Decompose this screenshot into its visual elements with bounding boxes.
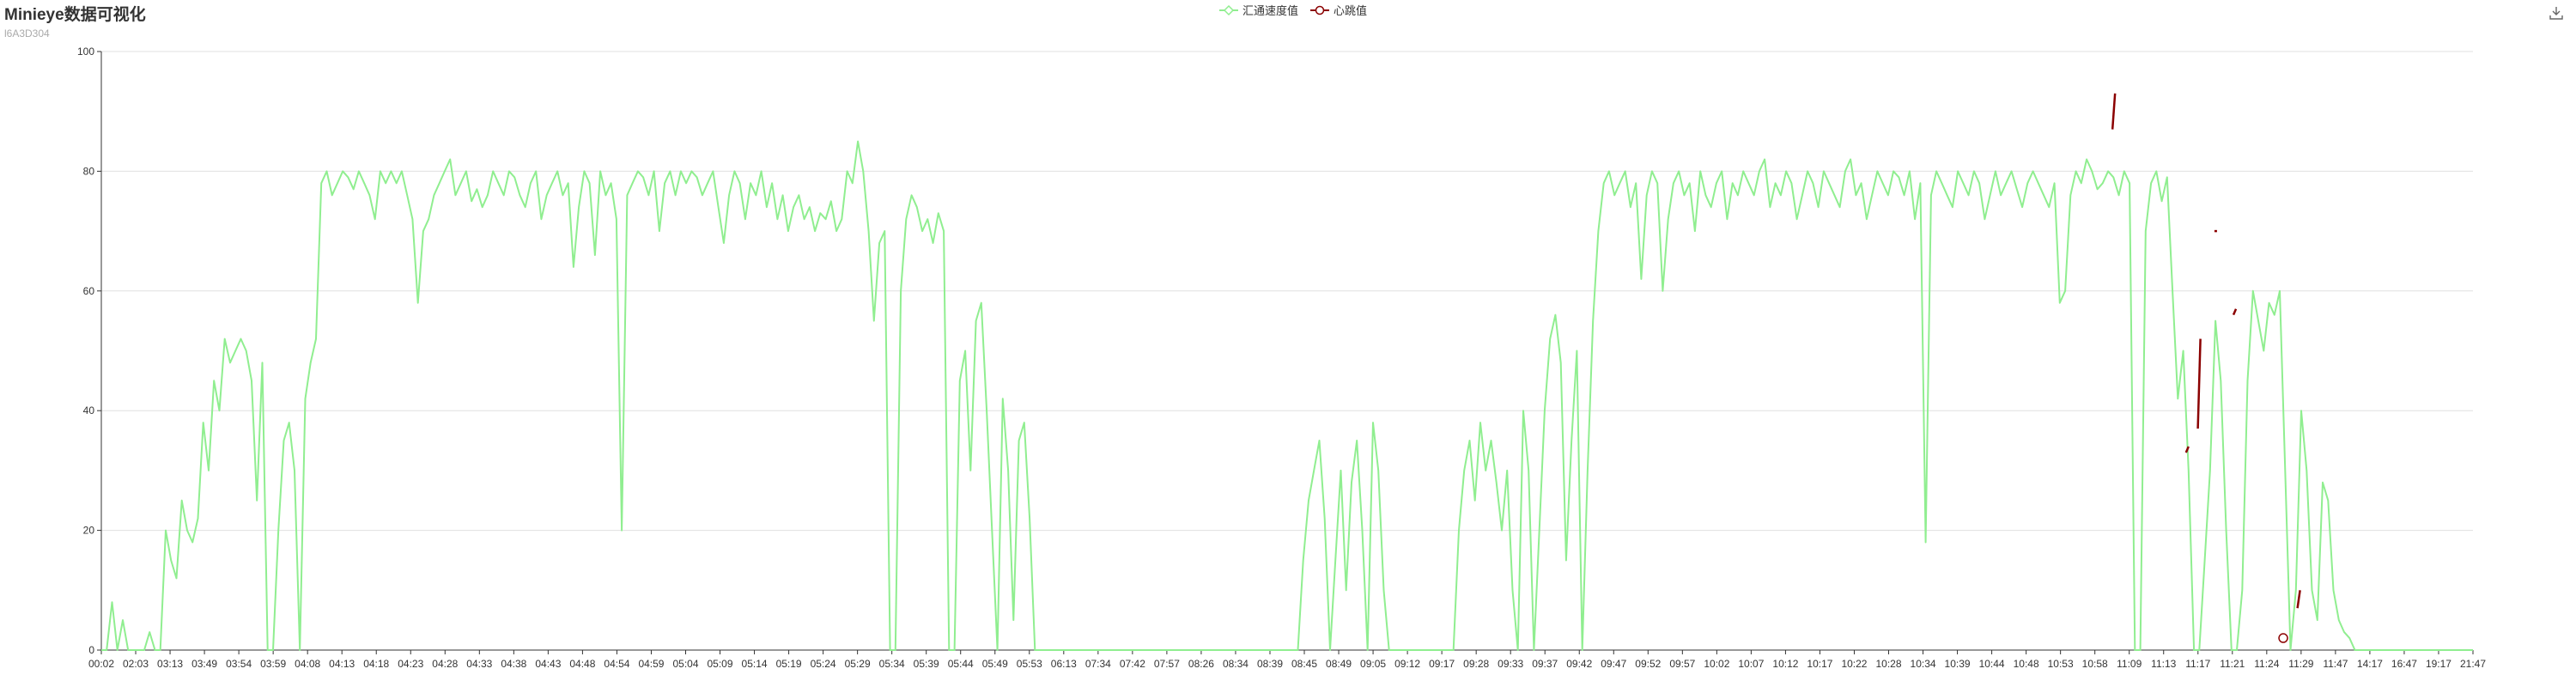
x-tick-label: 09:33 (1498, 658, 1523, 670)
x-tick-label: 10:28 (1875, 658, 1901, 670)
x-tick-label: 05:19 (776, 658, 802, 670)
legend-item-speed[interactable]: 汇通速度值 (1219, 2, 1298, 18)
series-segment-heartbeat (2111, 93, 2117, 130)
x-tick-label: 05:34 (879, 658, 905, 670)
x-tick-label: 05:53 (1017, 658, 1042, 670)
x-tick-label: 04:43 (535, 658, 561, 670)
x-tick-label: 08:34 (1223, 658, 1249, 670)
x-tick-label: 11:13 (2151, 658, 2176, 670)
y-tick-label: 100 (77, 46, 94, 58)
series-segment-heartbeat (2296, 590, 2301, 609)
x-tick-label: 05:49 (982, 658, 1008, 670)
x-tick-label: 00:02 (88, 658, 114, 670)
x-tick-label: 11:24 (2254, 658, 2279, 670)
y-tick-label: 80 (83, 165, 95, 177)
x-tick-label: 05:09 (708, 658, 733, 670)
x-tick-label: 10:17 (1807, 658, 1832, 670)
x-tick-label: 21:47 (2460, 658, 2486, 670)
x-tick-label: 04:48 (569, 658, 595, 670)
axes: 0 20 40 60 80 100 00:02 02:03 03:13 03:49 03:54 03:… (77, 46, 2486, 670)
x-tick-label: 19:17 (2426, 658, 2451, 670)
x-tick-label: 10:48 (2014, 658, 2039, 670)
x-tick-label: 10:58 (2082, 658, 2108, 670)
x-tick-label: 09:47 (1601, 658, 1626, 670)
x-tick-label: 09:05 (1360, 658, 1386, 670)
x-tick-label: 09:28 (1463, 658, 1489, 670)
download-icon[interactable] (2549, 5, 2564, 21)
x-tick-label: 10:07 (1738, 658, 1764, 670)
x-tick-label: 11:17 (2185, 658, 2210, 670)
x-tick-label: 10:53 (2048, 658, 2074, 670)
x-tick-label: 10:02 (1704, 658, 1729, 670)
x-tick-label: 09:37 (1532, 658, 1558, 670)
x-tick-label: 04:54 (604, 658, 629, 670)
x-tick-label: 05:44 (948, 658, 974, 670)
x-tick-label: 16:47 (2391, 658, 2417, 670)
chart-title: Minieye数据可视化 (4, 6, 146, 24)
y-tick-label: 20 (83, 525, 95, 537)
series-segment-heartbeat (2232, 308, 2238, 316)
x-tick-label: 06:13 (1051, 658, 1077, 670)
x-tick-label: 04:38 (501, 658, 526, 670)
x-tick-label: 05:24 (811, 658, 836, 670)
x-tick-label: 09:42 (1566, 658, 1592, 670)
x-tick-label: 02:03 (123, 658, 149, 670)
x-tick-label: 10:44 (1979, 658, 2005, 670)
x-tick-label: 14:17 (2357, 658, 2383, 670)
y-tick-label: 0 (88, 644, 94, 656)
y-tick-label: 40 (83, 404, 95, 416)
x-tick-label: 08:45 (1291, 658, 1317, 670)
x-tick-label: 03:59 (260, 658, 286, 670)
series-point-heartbeat (2278, 633, 2288, 643)
x-tick-label: 03:49 (191, 658, 217, 670)
legend-item-heartbeat[interactable]: 心跳值 (1310, 2, 1367, 18)
x-tick-label: 05:04 (672, 658, 698, 670)
x-tick-label: 04:08 (295, 658, 320, 670)
x-tick-label: 11:29 (2288, 658, 2313, 670)
series-line-speed (101, 140, 2473, 651)
x-tick-label: 07:42 (1120, 658, 1145, 670)
legend-label-heartbeat: 心跳值 (1334, 4, 1368, 17)
x-tick-label: 11:47 (2323, 658, 2348, 670)
x-tick-label: 11:09 (2117, 658, 2142, 670)
x-tick-label: 11:21 (2220, 658, 2245, 670)
x-tick-label: 04:13 (329, 658, 355, 670)
chart-legend: 汇通速度值 心跳值 (1219, 2, 1367, 18)
grid-lines (101, 51, 2473, 532)
x-tick-label: 10:22 (1841, 658, 1867, 670)
x-tick-label: 10:12 (1772, 658, 1798, 670)
x-tick-label: 10:39 (1945, 658, 1971, 670)
hollow-circle-icon (1310, 5, 1330, 15)
x-tick-label: 04:33 (466, 658, 492, 670)
y-tick-label: 60 (83, 285, 95, 297)
x-tick-label: 09:57 (1669, 658, 1695, 670)
series-segment-heartbeat (2196, 338, 2202, 429)
x-tick-label: 08:39 (1257, 658, 1283, 670)
x-tick-label: 03:54 (226, 658, 252, 670)
x-tick-label: 03:13 (157, 658, 183, 670)
x-tick-label: 05:39 (914, 658, 939, 670)
x-tick-label: 04:59 (638, 658, 664, 670)
x-tick-label: 07:57 (1154, 658, 1180, 670)
x-tick-label: 08:49 (1326, 658, 1352, 670)
x-tick-label: 10:34 (1911, 658, 1936, 670)
x-tick-label: 05:14 (742, 658, 768, 670)
legend-label-speed: 汇通速度值 (1242, 4, 1299, 17)
x-tick-label: 08:26 (1188, 658, 1214, 670)
series-layer (101, 93, 2473, 651)
series-segment-heartbeat (2184, 446, 2190, 453)
chart-subtitle: l6A3D304 (4, 27, 50, 40)
x-tick-label: 05:29 (845, 658, 871, 670)
x-tick-label: 04:28 (432, 658, 458, 670)
x-tick-label: 09:12 (1394, 658, 1420, 670)
hollow-diamond-icon (1219, 4, 1238, 15)
x-tick-label: 04:18 (363, 658, 389, 670)
x-tick-label: 04:23 (398, 658, 423, 670)
x-tick-label: 07:34 (1085, 658, 1111, 670)
x-tick-label: 09:52 (1635, 658, 1661, 670)
x-tick-label: 09:17 (1429, 658, 1455, 670)
